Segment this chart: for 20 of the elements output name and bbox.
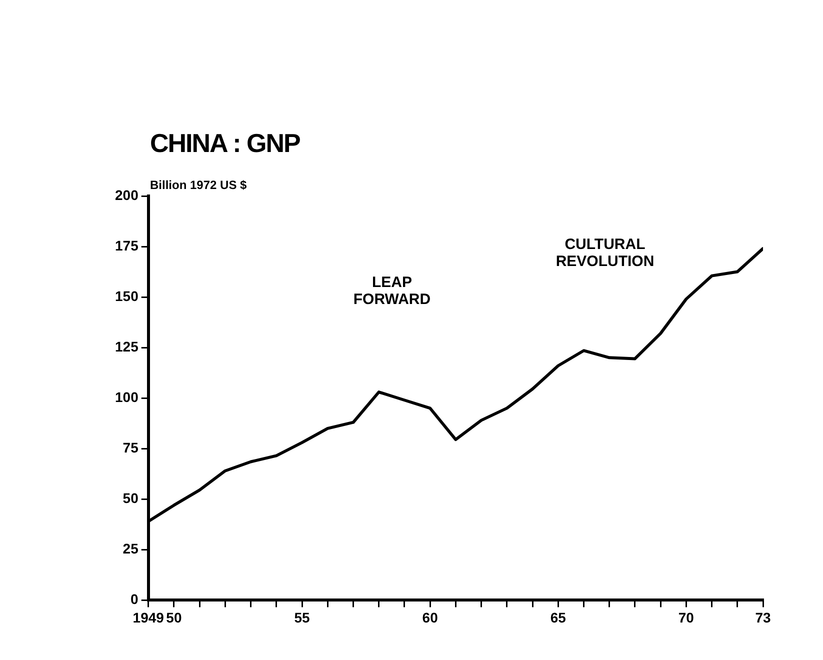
y-axis-title: Billion 1972 US $ [150,178,247,192]
chart-title: CHINA : GNP [150,128,300,159]
y-tick-label: 75 [122,439,139,456]
annotation: CULTURAL REVOLUTION [556,236,654,270]
x-tick-label: 1949 [132,609,164,626]
y-tick-label: 150 [115,288,139,304]
x-tick-label: 55 [294,609,310,626]
y-tick-label: 125 [115,338,139,354]
x-tick-label: 73 [755,609,771,626]
y-tick-label: 100 [115,388,139,405]
y-tick-label: 200 [115,186,139,203]
x-tick-label: 50 [166,609,182,626]
y-tick-label: 0 [130,591,139,608]
x-tick-label: 70 [678,609,694,626]
x-tick-label: 60 [422,609,438,626]
y-tick-label: 50 [122,490,139,506]
annotation: LEAP FORWARD [353,274,431,308]
y-tick-label: 175 [115,237,139,254]
x-tick-label: 65 [550,609,566,626]
y-tick-label: 25 [122,540,139,557]
